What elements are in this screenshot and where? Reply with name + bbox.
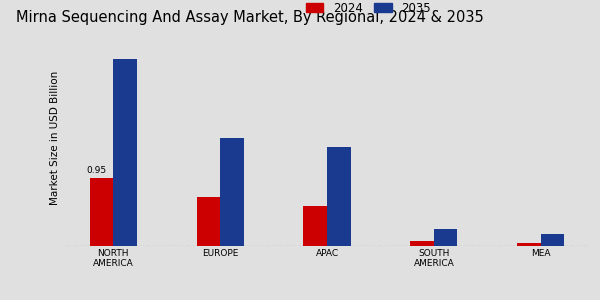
- Y-axis label: Market Size in USD Billion: Market Size in USD Billion: [50, 71, 61, 205]
- Bar: [517, 243, 541, 246]
- Bar: [327, 147, 350, 246]
- Bar: [197, 197, 220, 246]
- Bar: [220, 138, 244, 246]
- Bar: [410, 241, 434, 246]
- Text: Mirna Sequencing And Assay Market, By Regional, 2024 & 2035: Mirna Sequencing And Assay Market, By Re…: [16, 10, 484, 25]
- Bar: [541, 235, 564, 246]
- Text: 0.95: 0.95: [86, 166, 106, 175]
- Bar: [304, 206, 327, 246]
- Legend: 2024, 2035: 2024, 2035: [301, 0, 436, 20]
- Bar: [434, 229, 457, 246]
- Bar: [90, 178, 113, 246]
- Bar: [113, 59, 137, 246]
